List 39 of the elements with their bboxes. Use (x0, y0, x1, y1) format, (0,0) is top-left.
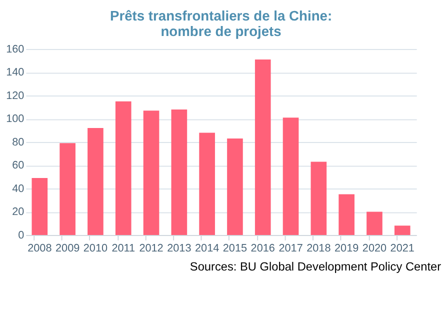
bar (199, 132, 215, 235)
bar (227, 138, 243, 235)
bar (254, 59, 271, 235)
bar (60, 143, 76, 235)
y-tick-label: 60 (12, 160, 24, 172)
y-tick-label: 20 (12, 206, 24, 218)
bar (282, 118, 299, 235)
y-tick-label: 160 (6, 44, 24, 56)
x-tick-label: 2010 (83, 242, 108, 254)
y-tick-label: 0 (18, 229, 24, 242)
chart-title: Prêts transfrontaliers de la Chine: nombre de projets (110, 7, 332, 40)
bar (394, 226, 410, 235)
bar (88, 128, 104, 235)
x-tick-label: 2015 (222, 242, 248, 254)
bar (310, 162, 327, 235)
x-tick-label: 2011 (112, 242, 136, 254)
x-tick-label: 2018 (306, 242, 331, 254)
bar (115, 101, 132, 235)
bar (32, 178, 48, 235)
x-tick-label: 2020 (362, 242, 387, 254)
bar (366, 212, 382, 235)
y-tick-label: 140 (6, 66, 24, 79)
x-tick-label: 2009 (55, 242, 80, 254)
x-tick-label: 2016 (250, 242, 275, 254)
x-tick-label: 2019 (334, 242, 359, 254)
y-tick-label: 80 (12, 136, 24, 148)
y-tick-label: 40 (12, 182, 24, 195)
y-tick-label: 100 (6, 113, 24, 126)
bar (171, 109, 188, 235)
x-tick-label: 2008 (28, 242, 52, 254)
x-tick-label: 2021 (390, 242, 414, 254)
x-tick-label: 2017 (278, 242, 303, 254)
bar (338, 194, 354, 235)
bar (143, 110, 160, 235)
source-note: Sources: BU Global Development Policy Center (190, 260, 442, 274)
y-tick-label: 120 (6, 90, 24, 102)
x-tick-label: 2014 (194, 242, 220, 254)
x-tick-label: 2013 (167, 242, 192, 254)
x-tick-label: 2012 (139, 242, 164, 254)
